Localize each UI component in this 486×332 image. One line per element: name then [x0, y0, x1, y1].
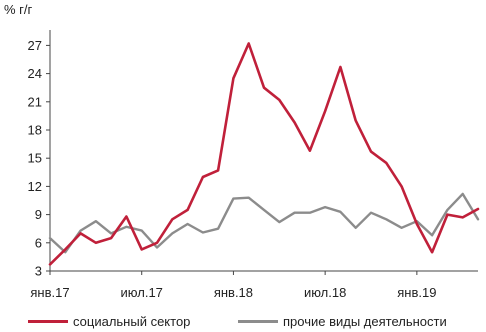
y-tick-label: 24: [28, 66, 42, 81]
y-tick-label: 21: [28, 94, 42, 109]
legend-item-social-sector: социальный сектор: [28, 312, 190, 330]
y-tick-label: 3: [35, 264, 42, 279]
legend: социальный сектор прочие виды деятельнос…: [0, 308, 486, 332]
legend-label-social-sector: социальный сектор: [73, 313, 191, 329]
y-tick-label: 27: [28, 38, 42, 53]
legend-label-other-activities: прочие виды деятельности: [283, 313, 447, 329]
x-tick-label: янв.19: [397, 285, 436, 300]
legend-swatch-other-activities: [238, 319, 278, 323]
x-tick-label: июл.18: [304, 285, 346, 300]
legend-swatch-social-sector: [28, 319, 68, 323]
series-line-social-sector: [48, 42, 480, 266]
x-tick-label: янв.18: [214, 285, 253, 300]
y-tick-label: 12: [28, 179, 42, 194]
y-tick-label: 6: [35, 235, 42, 250]
series-layer: [48, 42, 480, 266]
y-tick-label: 9: [35, 207, 42, 222]
y-tick-label: 18: [28, 123, 42, 138]
y-tick-label: 15: [28, 151, 42, 166]
line-chart: % г/г 3 6 9 12 15 18 21 24 27 янв.17 июл.17 янв.18…: [4, 2, 480, 300]
legend-item-other-activities: прочие виды деятельности: [238, 312, 447, 330]
x-tick-label: янв.17: [30, 285, 69, 300]
x-tick-label: июл.17: [121, 285, 163, 300]
y-axis: 3 6 9 12 15 18 21 24 27: [28, 30, 51, 279]
x-axis: янв.17 июл.17 янв.18 июл.18 янв.19: [30, 270, 478, 300]
series-line-other-activities: [48, 192, 480, 254]
y-unit-label: % г/г: [4, 2, 33, 17]
